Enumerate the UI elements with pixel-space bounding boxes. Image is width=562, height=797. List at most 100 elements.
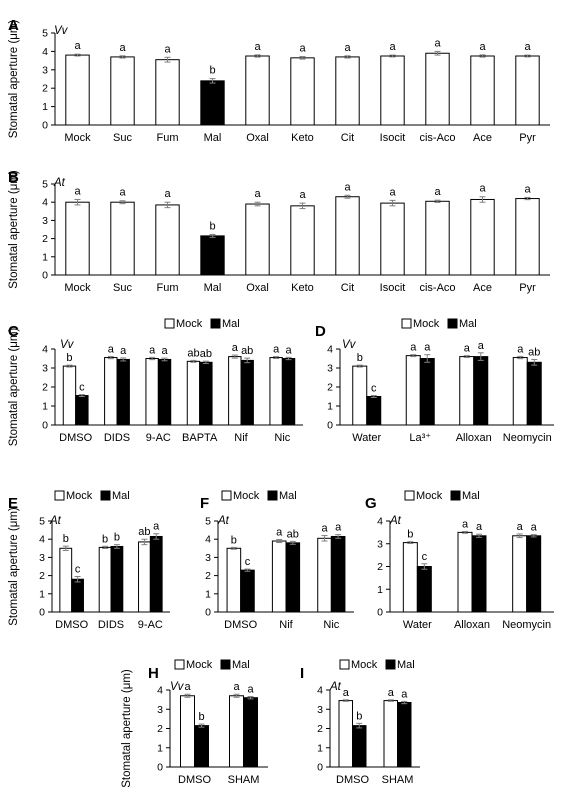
species-label: Vv — [60, 339, 75, 351]
significance-label: a — [299, 189, 306, 201]
significance-label: a — [74, 185, 81, 197]
x-tick-label: Nif — [234, 432, 248, 444]
y-axis-label: Stomatal aperture (μm) — [121, 669, 133, 788]
y-tick-label: 3 — [42, 64, 48, 76]
significance-label: a — [119, 42, 126, 54]
bar-mock — [338, 700, 353, 768]
significance-label: a — [424, 342, 431, 354]
x-tick-label: cis-Aco — [419, 132, 455, 144]
x-tick-label: Isocit — [380, 132, 406, 144]
species-label: Vv — [342, 339, 357, 351]
significance-label: ab — [200, 348, 212, 360]
y-tick-label: 2 — [377, 561, 383, 573]
legend-swatch-mock — [221, 490, 232, 501]
bar-mal — [471, 535, 487, 613]
panel-label: G — [365, 495, 377, 512]
x-tick-label: Nic — [274, 432, 290, 444]
bar-mock — [228, 356, 242, 426]
bar-mock — [271, 540, 287, 613]
y-tick-label: 2 — [205, 570, 211, 582]
legend-entry-mal: Mal — [279, 490, 297, 502]
significance-label: c — [79, 382, 85, 394]
bar — [110, 201, 135, 276]
legend-swatch-mock — [339, 659, 350, 670]
y-tick-label: 1 — [157, 742, 163, 754]
significance-label: a — [153, 521, 160, 533]
x-tick-label: Ace — [473, 282, 492, 294]
legend-entry-mal: Mal — [397, 659, 415, 671]
significance-label: a — [517, 521, 524, 533]
bar-mock — [186, 360, 201, 426]
panel-label: H — [148, 665, 159, 682]
bar-mal — [416, 566, 432, 613]
significance-label: a — [74, 40, 81, 52]
x-tick-label: Neomycin — [502, 619, 551, 631]
bar — [290, 57, 315, 126]
y-tick-label: 3 — [377, 538, 383, 550]
panel-a: A Vv 0 1 2 3 4 5 Stomatal aperture (μm) a Mock a Suc… — [8, 17, 550, 144]
y-tick-label: 2 — [42, 83, 48, 95]
significance-label: a — [479, 183, 486, 195]
bar — [425, 200, 450, 276]
significance-label: b — [231, 534, 237, 546]
significance-label: b — [66, 352, 72, 364]
legend-entry-mal: Mal — [462, 490, 480, 502]
y-tick-label: 0 — [42, 120, 48, 132]
significance-label: a — [524, 183, 531, 195]
significance-label: b — [114, 532, 120, 544]
legend-swatch-mal — [447, 318, 458, 329]
panel-label: F — [200, 495, 209, 512]
x-tick-label: Keto — [291, 132, 314, 144]
significance-label: a — [119, 187, 126, 199]
y-tick-label: 2 — [42, 382, 48, 394]
legend-entry-mal: Mal — [222, 318, 240, 330]
legend-swatch-mal — [220, 659, 231, 670]
x-tick-label: Mal — [204, 282, 222, 294]
y-tick-label: 2 — [317, 723, 323, 735]
x-tick-label: 9-AC — [138, 619, 163, 631]
significance-label: c — [371, 383, 377, 395]
y-tick-label: 1 — [42, 101, 48, 113]
bar-mock — [104, 357, 118, 426]
bar — [110, 56, 135, 126]
x-tick-label: Fum — [157, 132, 179, 144]
bar — [335, 56, 360, 126]
x-tick-label: Neomycin — [503, 432, 552, 444]
significance-label: ab — [241, 345, 253, 357]
significance-label: a — [401, 688, 408, 700]
bar-mock — [402, 542, 418, 613]
y-tick-label: 1 — [327, 401, 333, 413]
bar-mal — [240, 359, 254, 426]
bar-mal — [240, 569, 255, 613]
x-tick-label: Oxal — [246, 132, 269, 144]
bar-mock — [512, 357, 528, 426]
bar-mal — [243, 697, 258, 768]
x-tick-label: Mock — [64, 132, 91, 144]
bar-mal — [116, 358, 130, 426]
y-tick-label: 0 — [205, 607, 211, 619]
y-tick-label: 5 — [205, 516, 211, 528]
x-tick-label: Pyr — [519, 132, 536, 144]
bar-mock — [62, 365, 77, 426]
bar-mal — [157, 358, 172, 426]
bar — [155, 204, 180, 276]
y-tick-label: 0 — [377, 607, 383, 619]
bar-mal — [199, 361, 213, 426]
y-tick-label: 1 — [42, 401, 48, 413]
bar-mock — [512, 535, 528, 613]
legend-swatch-mal — [450, 490, 461, 501]
x-tick-label: Mock — [64, 282, 91, 294]
significance-label: a — [389, 41, 396, 53]
bar-mal — [397, 702, 412, 768]
significance-label: a — [410, 342, 417, 354]
y-tick-label: 0 — [157, 762, 163, 774]
species-label: At — [329, 681, 342, 693]
y-tick-label: 1 — [317, 742, 323, 754]
bar — [380, 55, 405, 126]
bar-mock — [138, 541, 151, 613]
legend-swatch-mock — [174, 659, 185, 670]
x-tick-label: DMSO — [178, 774, 211, 786]
